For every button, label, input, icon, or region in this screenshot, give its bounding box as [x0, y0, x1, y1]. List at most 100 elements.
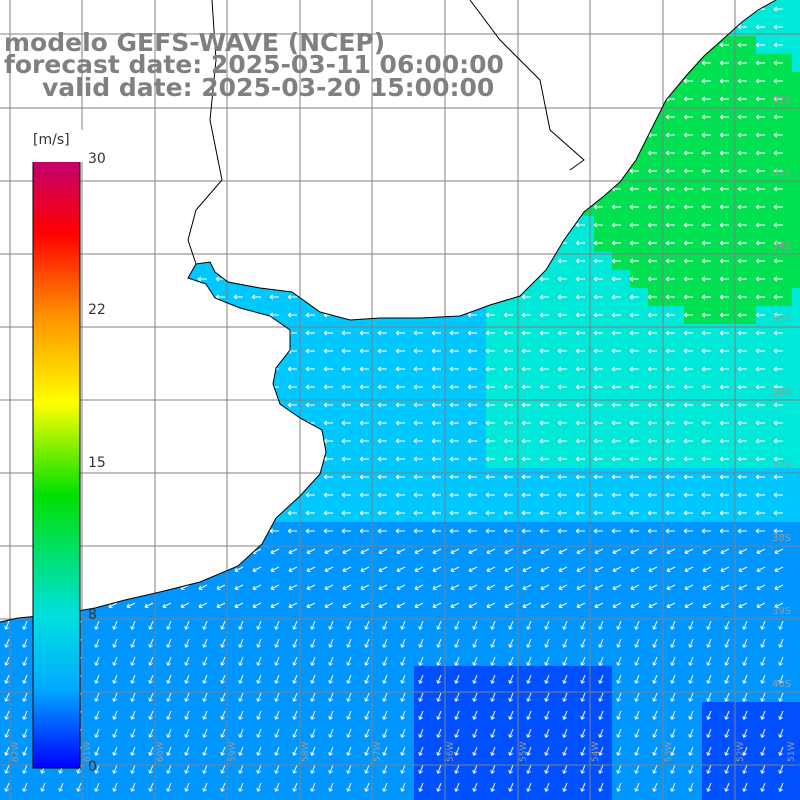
wind-cell — [558, 162, 576, 180]
wind-arrow — [323, 6, 333, 12]
wind-cell — [378, 126, 396, 144]
wind-arrow — [629, 42, 639, 48]
wind-arrow — [125, 6, 135, 12]
wind-arrow — [107, 312, 117, 318]
wind-cell — [378, 270, 396, 288]
wind-arrow — [305, 312, 315, 318]
wind-arrow — [377, 420, 387, 426]
wind-cell — [108, 576, 126, 594]
wind-arrow — [413, 258, 423, 264]
wind-cell — [792, 126, 800, 144]
wind-arrow — [162, 584, 172, 591]
wind-cell — [108, 468, 126, 486]
wind-cell — [414, 108, 432, 126]
wind-cell — [0, 216, 18, 234]
wind-arrow — [179, 438, 189, 444]
wind-arrow — [503, 384, 513, 390]
wind-cell — [396, 0, 414, 18]
wind-arrow — [413, 348, 423, 354]
wind-arrow — [521, 114, 531, 120]
wind-cell — [522, 252, 540, 270]
wind-cell — [0, 522, 18, 540]
wind-arrow — [755, 222, 765, 228]
wind-arrow — [17, 402, 27, 408]
wind-arrow — [683, 6, 693, 12]
wind-cell — [0, 792, 18, 800]
wind-arrow — [593, 114, 603, 120]
wind-arrow — [359, 168, 369, 174]
wind-cell — [126, 486, 144, 504]
wind-cell — [540, 18, 558, 36]
wind-cell — [270, 432, 288, 450]
wind-cell — [666, 18, 684, 36]
wind-arrow — [431, 276, 441, 282]
wind-arrow — [107, 420, 117, 426]
wind-arrow — [575, 114, 585, 120]
wind-cell — [234, 486, 252, 504]
wind-cell — [504, 234, 522, 252]
wind-arrow — [665, 60, 675, 66]
wind-cell — [198, 216, 216, 234]
wind-arrow — [467, 24, 477, 30]
wind-cell — [522, 126, 540, 144]
lat-label: 33S — [772, 168, 791, 179]
wind-arrow — [0, 474, 9, 480]
wind-arrow — [719, 276, 729, 282]
wind-arrow — [683, 186, 693, 192]
wind-cell — [306, 216, 324, 234]
wind-arrow — [233, 330, 243, 336]
wind-arrow — [269, 402, 279, 408]
wind-cell — [162, 144, 180, 162]
wind-cell — [792, 612, 800, 630]
wind-cell — [234, 234, 252, 252]
wind-arrow — [647, 42, 657, 48]
wind-arrow — [197, 402, 207, 408]
wind-arrow — [503, 186, 513, 192]
wind-cell — [252, 144, 270, 162]
wind-cell — [270, 108, 288, 126]
wind-arrow — [467, 294, 477, 300]
wind-cell — [360, 288, 378, 306]
wind-arrow — [269, 258, 279, 264]
wind-arrow — [179, 348, 189, 354]
wind-cell — [162, 360, 180, 378]
wind-arrow — [0, 384, 9, 390]
wind-cell — [792, 540, 800, 558]
wind-cell — [216, 126, 234, 144]
wind-arrow — [395, 276, 405, 282]
wind-arrow — [575, 402, 585, 408]
wind-cell — [144, 792, 162, 800]
wind-cell — [396, 18, 414, 36]
wind-cell — [216, 792, 234, 800]
wind-arrow — [755, 240, 765, 246]
wind-arrow — [629, 330, 639, 336]
lon-label: 59W — [228, 742, 238, 762]
wind-cell — [126, 144, 144, 162]
wind-arrow — [647, 78, 657, 84]
wind-arrow — [197, 330, 207, 336]
wind-arrow — [0, 510, 9, 516]
wind-arrow — [449, 132, 459, 138]
wind-arrow — [431, 366, 441, 372]
wind-cell — [0, 252, 18, 270]
wind-arrow — [485, 384, 495, 390]
wind-cell — [108, 288, 126, 306]
wind-cell — [216, 0, 234, 18]
title-valid-date: valid date: 2025-03-20 15:00:00 — [42, 73, 495, 102]
wind-cell — [270, 342, 288, 360]
wind-cell — [756, 792, 774, 800]
wind-arrow — [395, 222, 405, 228]
wind-arrow — [701, 384, 711, 390]
wind-cell — [540, 36, 558, 54]
colorbar-tick-22: 22 — [88, 302, 106, 318]
wind-cell — [162, 468, 180, 486]
wind-cell — [126, 396, 144, 414]
wind-arrow — [233, 420, 243, 426]
wind-arrow — [557, 420, 567, 426]
wind-arrow — [161, 186, 171, 192]
wind-arrow — [179, 222, 189, 228]
wind-arrow — [323, 402, 333, 408]
wind-arrow — [395, 150, 405, 156]
wind-cell — [360, 270, 378, 288]
wind-cell — [504, 108, 522, 126]
